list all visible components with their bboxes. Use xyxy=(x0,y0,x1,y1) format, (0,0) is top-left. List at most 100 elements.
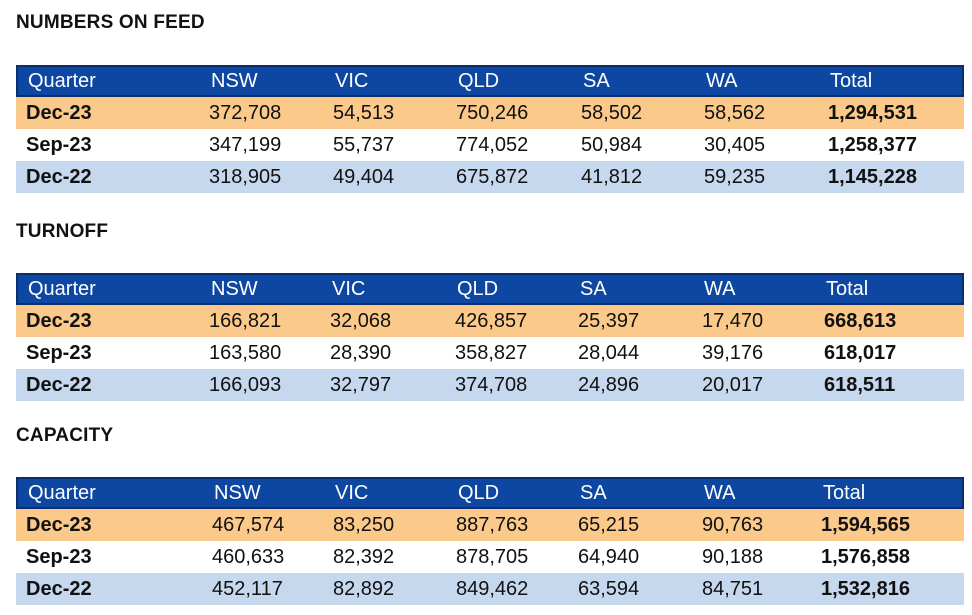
cell-wa: 58,562 xyxy=(704,102,766,124)
cell-quarter: Dec-22 xyxy=(26,578,92,600)
cell-nsw: 163,580 xyxy=(209,342,282,364)
table-header-row: Quarter NSW VIC QLD SA WA Total xyxy=(16,65,964,97)
cell-vic: 82,892 xyxy=(333,578,395,600)
cell-quarter: Dec-23 xyxy=(26,102,92,124)
header-nsw: NSW xyxy=(214,482,261,504)
cell-quarter: Dec-23 xyxy=(26,514,92,536)
header-vic: VIC xyxy=(332,278,366,300)
table-row: Dec-22 318,905 49,404 675,872 41,812 59,… xyxy=(16,161,964,193)
cell-quarter: Sep-23 xyxy=(26,134,92,156)
cell-quarter: Dec-22 xyxy=(26,166,92,188)
cell-total: 618,511 xyxy=(824,374,896,396)
cell-nsw: 318,905 xyxy=(209,166,282,188)
cell-qld: 374,708 xyxy=(455,374,528,396)
cell-vic: 32,797 xyxy=(330,374,392,396)
header-sa: SA xyxy=(580,278,607,300)
section-title-turnoff: TURNOFF xyxy=(16,221,109,242)
cell-total: 668,613 xyxy=(824,310,897,332)
cell-nsw: 372,708 xyxy=(209,102,282,124)
cell-nsw: 347,199 xyxy=(209,134,282,156)
cell-wa: 17,470 xyxy=(702,310,764,332)
cell-vic: 83,250 xyxy=(333,514,395,536)
cell-wa: 84,751 xyxy=(702,578,764,600)
cell-sa: 50,984 xyxy=(581,134,643,156)
header-qld: QLD xyxy=(458,482,500,504)
cell-sa: 28,044 xyxy=(578,342,640,364)
header-sa: SA xyxy=(580,482,607,504)
cell-qld: 426,857 xyxy=(455,310,528,332)
cell-vic: 54,513 xyxy=(333,102,395,124)
cell-qld: 878,705 xyxy=(456,546,529,568)
cell-qld: 358,827 xyxy=(455,342,528,364)
cell-vic: 82,392 xyxy=(333,546,395,568)
cell-nsw: 460,633 xyxy=(212,546,285,568)
table-row: Dec-23 467,574 83,250 887,763 65,215 90,… xyxy=(16,509,964,541)
cell-total: 1,258,377 xyxy=(828,134,917,156)
cell-quarter: Sep-23 xyxy=(26,546,92,568)
header-sa: SA xyxy=(583,70,610,92)
cell-sa: 24,896 xyxy=(578,374,640,396)
table-row: Sep-23 163,580 28,390 358,827 28,044 39,… xyxy=(16,337,964,369)
header-nsw: NSW xyxy=(211,278,258,300)
table-row: Dec-23 372,708 54,513 750,246 58,502 58,… xyxy=(16,97,964,129)
cell-sa: 41,812 xyxy=(581,166,643,188)
cell-vic: 28,390 xyxy=(330,342,392,364)
header-total: Total xyxy=(830,70,873,92)
header-wa: WA xyxy=(706,70,738,92)
cell-qld: 675,872 xyxy=(456,166,529,188)
header-nsw: NSW xyxy=(211,70,258,92)
cell-wa: 39,176 xyxy=(702,342,764,364)
cell-vic: 49,404 xyxy=(333,166,395,188)
section-title-capacity: CAPACITY xyxy=(16,425,114,446)
cell-sa: 58,502 xyxy=(581,102,643,124)
cell-qld: 887,763 xyxy=(456,514,529,536)
cell-sa: 63,594 xyxy=(578,578,640,600)
table-turnoff: Quarter NSW VIC QLD SA WA Total Dec-23 1… xyxy=(16,273,964,401)
table-header-row: Quarter NSW VIC QLD SA WA Total xyxy=(16,273,964,305)
cell-total: 618,017 xyxy=(824,342,897,364)
cell-sa: 65,215 xyxy=(578,514,640,536)
header-total: Total xyxy=(826,278,869,300)
header-qld: QLD xyxy=(457,278,499,300)
cell-nsw: 166,821 xyxy=(209,310,282,332)
cell-total: 1,532,816 xyxy=(821,578,910,600)
header-total: Total xyxy=(823,482,866,504)
table-row: Sep-23 347,199 55,737 774,052 50,984 30,… xyxy=(16,129,964,161)
cell-sa: 25,397 xyxy=(578,310,640,332)
cell-vic: 55,737 xyxy=(333,134,395,156)
cell-qld: 774,052 xyxy=(456,134,529,156)
header-quarter: Quarter xyxy=(28,70,96,92)
cell-wa: 90,188 xyxy=(702,546,764,568)
header-qld: QLD xyxy=(458,70,500,92)
cell-wa: 30,405 xyxy=(704,134,766,156)
cell-sa: 64,940 xyxy=(578,546,640,568)
table-header-row: Quarter NSW VIC QLD SA WA Total xyxy=(16,477,964,509)
header-wa: WA xyxy=(704,278,736,300)
header-vic: VIC xyxy=(335,70,369,92)
table-capacity: Quarter NSW VIC QLD SA WA Total Dec-23 4… xyxy=(16,477,964,605)
header-wa: WA xyxy=(704,482,736,504)
section-title-numbers-on-feed: NUMBERS ON FEED xyxy=(16,12,205,33)
cell-quarter: Dec-23 xyxy=(26,310,92,332)
header-quarter: Quarter xyxy=(28,278,96,300)
cell-total: 1,594,565 xyxy=(821,514,910,536)
cell-nsw: 166,093 xyxy=(209,374,282,396)
cell-nsw: 467,574 xyxy=(212,514,285,536)
cell-total: 1,145,228 xyxy=(828,166,917,188)
cell-total: 1,294,531 xyxy=(828,102,917,124)
cell-qld: 849,462 xyxy=(456,578,529,600)
cell-vic: 32,068 xyxy=(330,310,392,332)
cell-quarter: Sep-23 xyxy=(26,342,92,364)
cell-quarter: Dec-22 xyxy=(26,374,92,396)
cell-total: 1,576,858 xyxy=(821,546,910,568)
cell-wa: 20,017 xyxy=(702,374,764,396)
cell-wa: 59,235 xyxy=(704,166,766,188)
table-row: Dec-23 166,821 32,068 426,857 25,397 17,… xyxy=(16,305,964,337)
table-row: Dec-22 452,117 82,892 849,462 63,594 84,… xyxy=(16,573,964,605)
header-vic: VIC xyxy=(335,482,369,504)
table-numbers-on-feed: Quarter NSW VIC QLD SA WA Total Dec-23 3… xyxy=(16,65,964,193)
cell-nsw: 452,117 xyxy=(212,578,283,600)
table-row: Sep-23 460,633 82,392 878,705 64,940 90,… xyxy=(16,541,964,573)
cell-qld: 750,246 xyxy=(456,102,529,124)
cell-wa: 90,763 xyxy=(702,514,764,536)
